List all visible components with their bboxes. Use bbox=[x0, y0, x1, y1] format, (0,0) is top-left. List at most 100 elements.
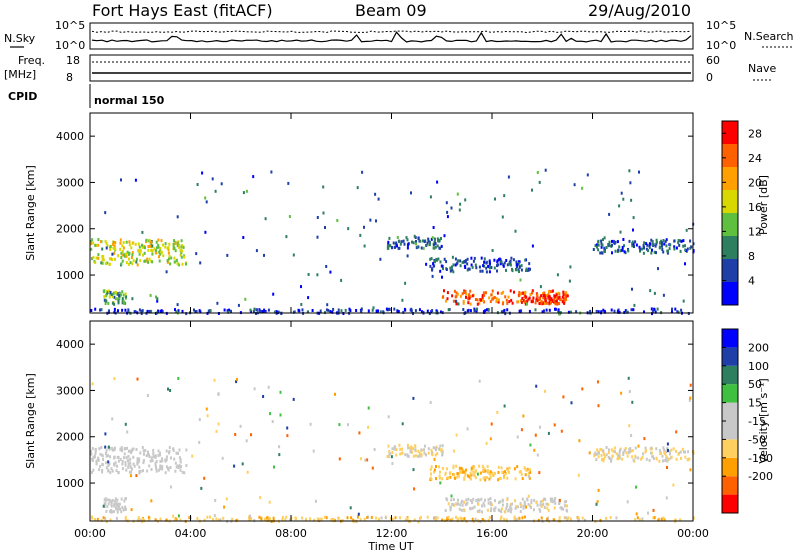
power-cell bbox=[554, 302, 557, 306]
power-cell bbox=[445, 268, 448, 271]
power-cell bbox=[641, 247, 643, 251]
power-cell bbox=[122, 300, 125, 304]
power-cell bbox=[454, 299, 457, 303]
velocity-cell bbox=[131, 447, 134, 451]
velocity-cell bbox=[652, 516, 655, 520]
power-cell bbox=[531, 289, 534, 293]
power-cell bbox=[468, 293, 471, 297]
velocity-cell bbox=[214, 498, 217, 502]
velocity-cell bbox=[523, 466, 526, 470]
power-cell bbox=[125, 295, 128, 299]
beam-title: Beam 09 bbox=[355, 1, 427, 20]
velocity-cell bbox=[499, 476, 502, 480]
velocity-cell bbox=[434, 516, 437, 520]
power-cell bbox=[431, 267, 433, 271]
velocity-cell bbox=[628, 424, 631, 428]
velocity-cell bbox=[535, 501, 538, 504]
power-cell bbox=[176, 303, 179, 307]
velocity-cell bbox=[124, 460, 127, 464]
velocity-cell bbox=[116, 498, 119, 502]
velocity-cell bbox=[179, 518, 182, 522]
velocity-cell bbox=[513, 515, 516, 519]
velocity-cell bbox=[458, 507, 461, 511]
power-cell bbox=[442, 295, 445, 299]
velocity-cell bbox=[527, 494, 530, 498]
velocity-cell bbox=[597, 380, 599, 384]
velocity-cell bbox=[521, 497, 524, 501]
velocity-cell bbox=[640, 457, 643, 461]
power-cell bbox=[250, 310, 253, 314]
power-cell bbox=[287, 181, 290, 185]
velocity-cell bbox=[387, 454, 390, 458]
velocity-cell bbox=[160, 465, 163, 469]
power-cell bbox=[595, 243, 598, 247]
velocity-cell bbox=[406, 453, 409, 457]
velocity-cell bbox=[577, 516, 580, 520]
velocity-cell bbox=[430, 472, 432, 476]
power-cell bbox=[355, 309, 358, 312]
velocity-cell bbox=[642, 452, 644, 456]
power-cell bbox=[445, 299, 448, 303]
power-cell bbox=[621, 246, 624, 249]
power-cell bbox=[404, 281, 407, 285]
velocity-cell bbox=[165, 465, 168, 469]
velocity-cell bbox=[550, 499, 553, 503]
power-cell bbox=[555, 302, 558, 306]
power-cell bbox=[140, 309, 143, 313]
velocity-cell bbox=[131, 449, 133, 453]
power-cell bbox=[544, 168, 547, 172]
velocity-cell bbox=[420, 453, 423, 456]
velocity-cell bbox=[347, 423, 349, 427]
velocity-cell bbox=[129, 461, 132, 465]
velocity-cell bbox=[109, 509, 112, 513]
velocity-cell bbox=[138, 470, 141, 473]
velocity-cell bbox=[157, 449, 160, 453]
power-cell bbox=[445, 201, 448, 205]
power-cell bbox=[452, 270, 455, 274]
power-cell bbox=[407, 242, 410, 246]
velocity-cell bbox=[198, 418, 201, 422]
power-cell bbox=[485, 270, 488, 274]
velocity-cell bbox=[501, 503, 504, 507]
velocity-cell bbox=[152, 452, 155, 455]
velocity-cell bbox=[285, 515, 288, 519]
velocity-cell bbox=[645, 457, 648, 461]
velocity-cell bbox=[474, 517, 477, 521]
power-cell bbox=[493, 258, 496, 262]
velocity-cell bbox=[161, 459, 164, 463]
velocity-cell bbox=[539, 509, 542, 513]
power-cell bbox=[618, 310, 621, 314]
velocity-cell bbox=[107, 445, 110, 449]
power-cell bbox=[120, 251, 123, 255]
velocity-cell bbox=[577, 473, 580, 477]
power-cell bbox=[160, 239, 163, 243]
velocity-ylabel: Slant Range [km] bbox=[24, 373, 37, 469]
velocity-cell bbox=[179, 460, 182, 464]
power-cell bbox=[176, 244, 179, 248]
power-cell bbox=[518, 260, 521, 264]
velocity-cell bbox=[91, 382, 94, 386]
power-cell bbox=[611, 239, 613, 243]
velocity-cell bbox=[544, 389, 546, 393]
power-cell bbox=[454, 257, 457, 261]
power-cell bbox=[387, 246, 390, 250]
velocity-cell bbox=[225, 497, 228, 501]
power-cell bbox=[661, 248, 664, 251]
velocity-cell bbox=[206, 414, 209, 418]
velocity-cell bbox=[539, 503, 542, 507]
power-cell bbox=[90, 247, 93, 251]
velocity-cell bbox=[213, 378, 216, 382]
power-cell bbox=[476, 302, 479, 306]
velocity-cell bbox=[338, 423, 341, 427]
power-cell bbox=[645, 242, 648, 246]
velocity-cell bbox=[279, 390, 282, 394]
power-cell bbox=[467, 301, 470, 305]
velocity-cell bbox=[124, 463, 127, 467]
power-cell bbox=[176, 215, 179, 219]
power-cell bbox=[506, 308, 509, 312]
power-cell bbox=[480, 298, 482, 302]
power-cell bbox=[558, 295, 561, 299]
velocity-cell bbox=[314, 499, 317, 503]
velocity-cell bbox=[515, 505, 518, 509]
